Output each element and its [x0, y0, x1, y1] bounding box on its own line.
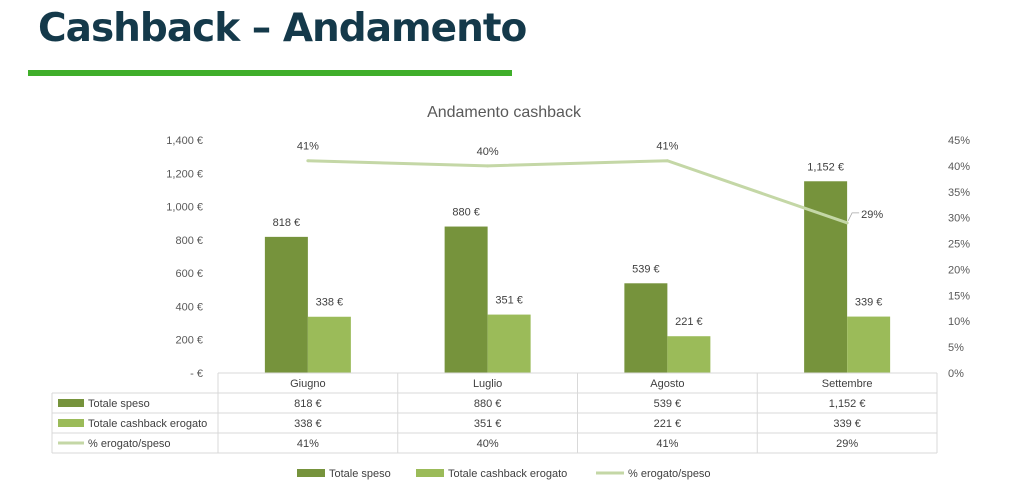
table-cell: 40%	[477, 438, 499, 450]
y-left-tick-label: 200 €	[175, 335, 203, 347]
bar-data-label: 818 €	[273, 217, 301, 229]
table-legend-key	[58, 419, 84, 427]
x-category-label: Giugno	[290, 378, 325, 390]
table-cell: 880 €	[474, 398, 502, 410]
y-right-tick-label: 10%	[948, 316, 970, 328]
table-cell: 41%	[656, 438, 678, 450]
y-right-tick-label: 25%	[948, 239, 970, 251]
y-right-tick-label: 30%	[948, 213, 970, 225]
y-left-tick-label: 800 €	[175, 235, 203, 247]
line-data-label: 41%	[297, 141, 319, 153]
y-right-tick-label: 15%	[948, 290, 970, 302]
table-row-label: Totale speso	[88, 398, 150, 410]
bar-totale-cashback	[667, 336, 711, 373]
y-right-tick-label: 20%	[948, 264, 970, 276]
y-left-tick-label: 600 €	[175, 268, 203, 280]
chart-title: Andamento cashback	[427, 104, 582, 121]
legend-key	[297, 469, 325, 477]
y-left-tick-label: 400 €	[175, 301, 203, 313]
bar-totale-cashback	[487, 314, 531, 373]
bar-data-label: 880 €	[452, 207, 480, 219]
y-left-tick-label: 1,000 €	[166, 202, 203, 214]
line-data-label: 29%	[861, 209, 883, 221]
table-cell: 41%	[297, 438, 319, 450]
bar-data-label: 339 €	[855, 297, 883, 309]
bar-totale-speso	[444, 226, 488, 373]
table-cell: 351 €	[474, 418, 502, 430]
line-data-label: 40%	[477, 146, 499, 158]
y-right-tick-label: 5%	[948, 342, 964, 354]
bar-totale-cashback	[847, 316, 891, 373]
y-left-tick-label: 1,200 €	[166, 168, 203, 180]
bar-totale-cashback	[307, 316, 351, 373]
line-point	[845, 221, 849, 225]
line-label-leader	[847, 212, 860, 222]
legend-label: % erogato/speso	[628, 468, 711, 480]
y-left-tick-label: 1,400 €	[166, 135, 203, 147]
table-cell: 818 €	[294, 398, 322, 410]
bar-data-label: 539 €	[632, 263, 660, 275]
legend-key	[416, 469, 444, 477]
title-underline	[28, 70, 512, 76]
line-point	[665, 159, 669, 163]
legend-label: Totale speso	[329, 468, 391, 480]
bar-totale-speso	[804, 181, 848, 373]
table-cell: 29%	[836, 438, 858, 450]
bar-data-label: 1,152 €	[807, 161, 844, 173]
bar-totale-speso	[624, 283, 668, 373]
page-title: Cashback – Andamento	[38, 6, 527, 51]
table-cell: 339 €	[833, 418, 861, 430]
line-erogato-speso	[307, 159, 848, 225]
line-point	[486, 164, 490, 168]
table-row-label: Totale cashback erogato	[88, 418, 207, 430]
bar-data-label: 351 €	[495, 295, 523, 307]
x-category-label: Luglio	[473, 378, 502, 390]
table-cell: 539 €	[654, 398, 682, 410]
table-cell: 221 €	[654, 418, 682, 430]
line-point	[306, 159, 310, 163]
table-cell: 1,152 €	[829, 398, 866, 410]
x-category-label: Settembre	[822, 378, 873, 390]
legend-label: Totale cashback erogato	[448, 468, 567, 480]
table-row-label: % erogato/speso	[88, 438, 171, 450]
y-right-tick-label: 0%	[948, 368, 964, 380]
y-right-tick-label: 35%	[948, 187, 970, 199]
bar-data-label: 338 €	[316, 297, 344, 309]
table-legend-key	[58, 399, 84, 407]
bar-totale-speso	[264, 236, 308, 373]
line-data-label: 41%	[656, 141, 678, 153]
y-right-tick-label: 40%	[948, 161, 970, 173]
y-left-tick-label: - €	[190, 368, 203, 380]
y-right-tick-label: 45%	[948, 135, 970, 147]
x-category-label: Agosto	[650, 378, 684, 390]
table-cell: 338 €	[294, 418, 322, 430]
bar-data-label: 221 €	[675, 316, 703, 328]
